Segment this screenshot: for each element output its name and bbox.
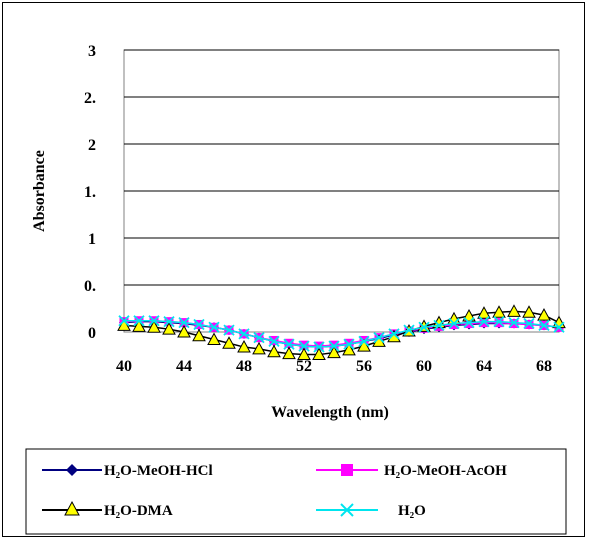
data-point bbox=[508, 316, 520, 329]
series-2 bbox=[117, 304, 566, 361]
data-point bbox=[478, 316, 490, 328]
legend-item-hcl: H₂O-MeOH-HCl bbox=[42, 463, 213, 479]
legend-label-dma: H₂O-DMA bbox=[104, 503, 173, 519]
data-point bbox=[133, 315, 145, 327]
data-point bbox=[268, 335, 280, 348]
data-point bbox=[132, 319, 146, 332]
data-point bbox=[358, 335, 370, 348]
data-point bbox=[313, 341, 325, 353]
square-marker-icon bbox=[341, 464, 353, 476]
data-point bbox=[492, 305, 506, 318]
legend-item-water: H₂O bbox=[316, 503, 426, 519]
data-point bbox=[283, 338, 295, 350]
x-tick-label: 56 bbox=[356, 358, 372, 375]
legend-box bbox=[25, 448, 567, 535]
data-point bbox=[222, 336, 236, 349]
y-tick-labels: 0 0. 1 1. 2 2. 3 bbox=[84, 43, 96, 342]
legend-item-dma: H₂O-DMA bbox=[42, 500, 173, 519]
y-tick-label: 0. bbox=[84, 278, 96, 295]
series-3 bbox=[118, 315, 565, 353]
data-point bbox=[493, 316, 505, 328]
data-point bbox=[522, 305, 536, 318]
y-tick-label: 1 bbox=[88, 231, 96, 248]
data-point bbox=[237, 339, 251, 353]
series-line bbox=[124, 319, 560, 348]
x-tick-label: 68 bbox=[536, 358, 552, 375]
data-point bbox=[388, 328, 400, 340]
y-axis-label: Absorbance bbox=[31, 150, 48, 232]
x-tick-label: 64 bbox=[476, 358, 492, 375]
data-point bbox=[178, 316, 190, 329]
data-point bbox=[343, 338, 355, 350]
x-marker-icon bbox=[340, 503, 354, 517]
data-point bbox=[118, 315, 130, 327]
data-point bbox=[177, 324, 191, 338]
data-point bbox=[253, 332, 265, 344]
data-point bbox=[328, 340, 340, 352]
triangle-marker-icon bbox=[64, 500, 80, 516]
x-tick-label: 40 bbox=[116, 358, 132, 375]
data-point bbox=[523, 317, 535, 330]
y-tick-label: 0 bbox=[88, 325, 96, 342]
data-point bbox=[192, 328, 206, 342]
x-tick-labels: 40 44 48 52 56 60 64 68 bbox=[116, 358, 552, 375]
diamond-marker-icon bbox=[66, 464, 78, 476]
data-point bbox=[463, 316, 475, 329]
data-point bbox=[163, 316, 175, 328]
x-tick-label: 48 bbox=[236, 358, 252, 375]
data-point bbox=[147, 320, 161, 333]
data-point bbox=[433, 319, 445, 332]
x-tick-label: 44 bbox=[176, 358, 192, 375]
data-point bbox=[162, 322, 176, 335]
legend-label-acoh: H₂O-MeOH-AcOH bbox=[384, 463, 507, 479]
data-point bbox=[297, 347, 311, 361]
data-point bbox=[207, 332, 221, 346]
data-point bbox=[342, 342, 356, 356]
x-tick-label: 52 bbox=[296, 358, 312, 375]
legend-label-water: H₂O bbox=[398, 503, 426, 519]
data-point bbox=[148, 315, 160, 327]
data-point bbox=[238, 328, 250, 340]
data-point bbox=[267, 344, 281, 358]
series-group bbox=[117, 304, 566, 361]
data-point bbox=[403, 324, 415, 336]
y-tick-label: 1. bbox=[84, 184, 96, 201]
data-point bbox=[537, 308, 551, 321]
data-point bbox=[208, 321, 220, 333]
data-point bbox=[282, 346, 296, 360]
data-point bbox=[448, 317, 460, 330]
gridlines bbox=[124, 49, 559, 286]
data-point bbox=[193, 318, 205, 331]
series-line bbox=[123, 310, 560, 356]
data-point bbox=[507, 304, 521, 317]
y-tick-label: 2. bbox=[84, 90, 96, 107]
data-point bbox=[298, 340, 310, 352]
data-point bbox=[312, 347, 326, 361]
data-point bbox=[553, 321, 565, 333]
data-point bbox=[477, 306, 491, 319]
data-point bbox=[252, 341, 266, 355]
data-point bbox=[223, 324, 235, 336]
series-line bbox=[123, 320, 560, 348]
y-tick-label: 3 bbox=[88, 43, 96, 60]
legend-item-acoh: H₂O-MeOH-AcOH bbox=[316, 463, 507, 479]
data-point bbox=[418, 321, 430, 333]
data-point bbox=[327, 345, 341, 359]
data-point bbox=[373, 332, 385, 344]
x-axis-label: Wavelength (nm) bbox=[271, 404, 389, 421]
y-tick-label: 2 bbox=[88, 137, 96, 154]
data-point bbox=[538, 319, 550, 332]
legend-label-hcl: H₂O-MeOH-HCl bbox=[104, 463, 213, 479]
data-point bbox=[462, 308, 476, 322]
x-tick-label: 60 bbox=[416, 358, 432, 375]
